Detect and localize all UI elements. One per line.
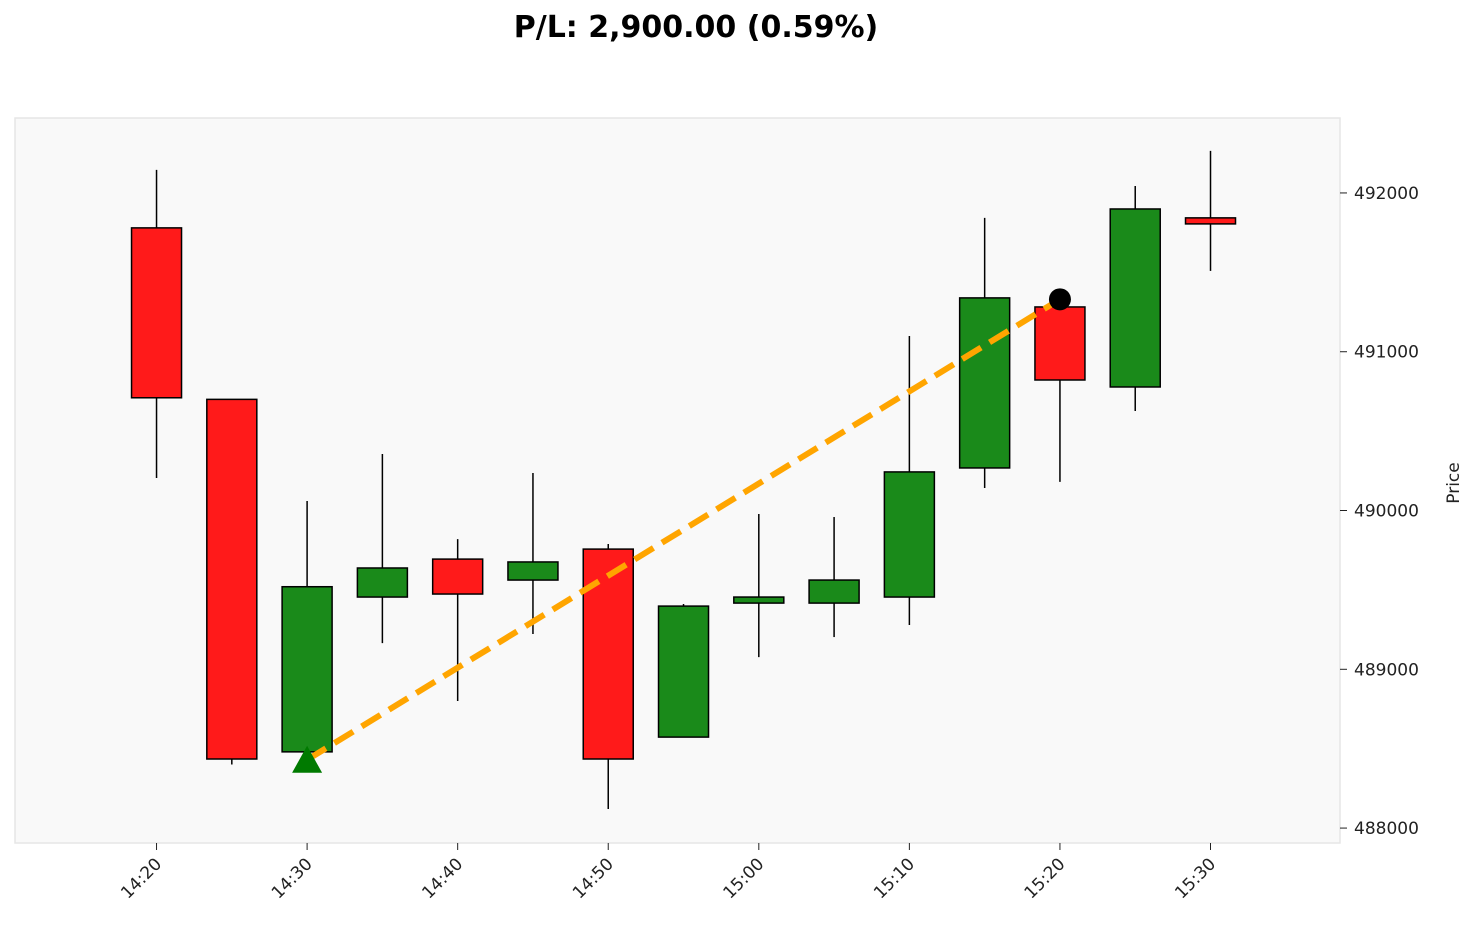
candle-body [206,398,258,760]
candle [356,453,409,644]
candle [657,604,710,738]
y-tick-label: 488000 [1354,819,1419,839]
candle-body [1034,306,1086,381]
candle [1034,306,1086,482]
candle-body [507,561,559,581]
y-tick-label: 492000 [1354,184,1419,204]
x-tick-label: 14:30 [268,854,317,903]
candle-body [582,548,634,760]
y-tick-label: 490000 [1354,502,1419,522]
candle [883,336,936,625]
candle-body [1109,208,1161,388]
x-tick-label: 14:20 [117,854,166,903]
candle [431,539,484,702]
x-tick-label: 14:50 [569,854,618,903]
chart-title: P/L: 2,900.00 (0.59%) [513,10,879,45]
y-axis-label: Price [1444,462,1464,503]
candle [958,217,1011,488]
candle [507,473,559,635]
candle [733,514,785,658]
candle-body [1184,217,1237,225]
candle [130,169,183,478]
candle-body [281,585,333,753]
x-tick-label: 15:30 [1171,854,1220,903]
trade-line [305,296,1062,763]
x-tick-label: 15:20 [1021,854,1070,903]
y-tick-label: 491000 [1354,343,1419,363]
entry-marker [292,745,323,773]
candle-body [356,567,409,598]
candle [1184,150,1237,271]
candle-body [808,579,860,604]
candle-body [130,227,183,399]
x-tick-label: 15:00 [720,854,769,903]
y-tick-label: 489000 [1354,660,1419,680]
candle-body [657,605,710,738]
candle [281,500,333,759]
candle-body [733,596,785,604]
candle-body [883,471,936,598]
candle-body [958,297,1011,469]
candle [206,398,258,765]
x-tick-label: 14:40 [418,854,467,903]
x-tick-label: 15:10 [870,854,919,903]
exit-marker [1048,288,1071,311]
candle [808,517,860,638]
candle [1109,185,1161,411]
candle-body [431,558,484,595]
